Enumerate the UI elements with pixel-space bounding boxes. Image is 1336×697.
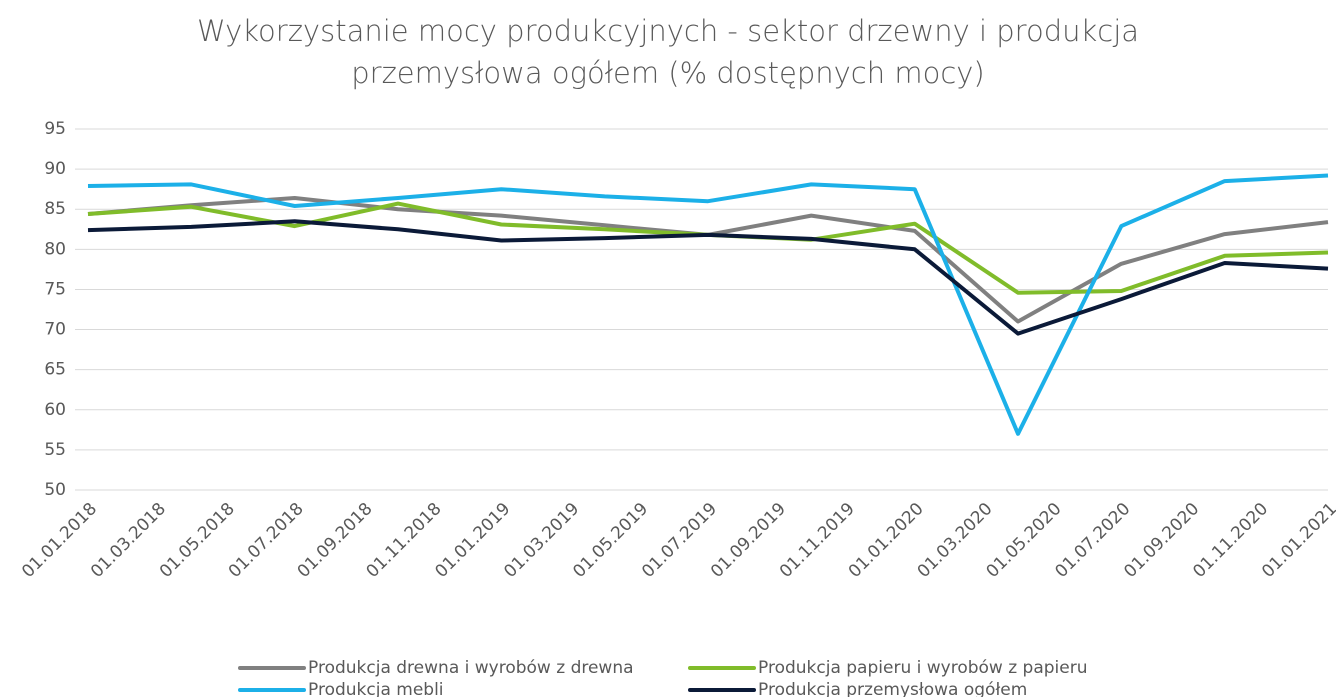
y-tick-label: 65	[44, 360, 66, 380]
series-line	[87, 219, 1329, 336]
y-tick-label: 60	[44, 400, 66, 420]
y-tick-label: 85	[44, 199, 66, 219]
legend-label: Produkcja papieru i wyrobów z papieru	[758, 658, 1088, 678]
legend-label: Produkcja drewna i wyrobów z drewna	[308, 658, 634, 678]
y-tick-label: 80	[44, 239, 66, 259]
series-line	[87, 173, 1329, 436]
y-tick-label: 90	[44, 159, 66, 179]
y-tick-label: 50	[44, 480, 66, 500]
y-tick-label: 70	[44, 320, 66, 340]
legend-label: Produkcja przemysłowa ogółem	[758, 680, 1027, 697]
legend-label: Produkcja mebli	[308, 680, 444, 697]
y-tick-label: 95	[44, 119, 66, 139]
y-tick-label: 75	[44, 279, 66, 299]
y-tick-label: 55	[44, 440, 66, 460]
chart-title: Wykorzystanie mocy produkcyjnych - sekto…	[196, 14, 1140, 90]
